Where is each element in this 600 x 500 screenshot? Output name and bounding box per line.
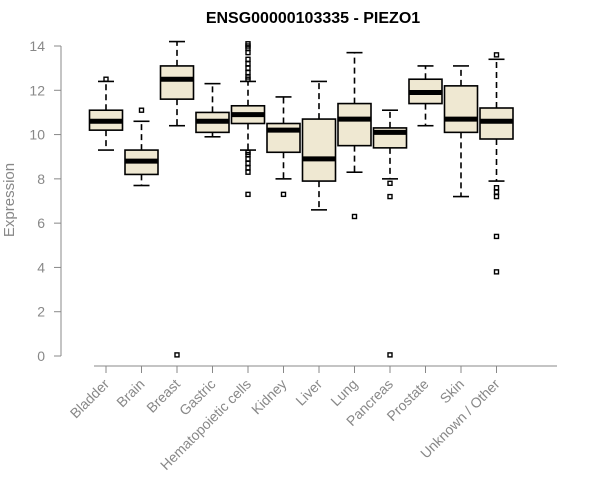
outlier-point [493, 233, 500, 240]
outlier-point [280, 191, 287, 198]
box-lung [337, 51, 372, 220]
outlier-point [245, 41, 251, 47]
x-tick-label: Kidney [248, 376, 290, 418]
box-breast [159, 40, 195, 358]
outlier-point [493, 189, 500, 195]
box-kidney [266, 96, 301, 198]
y-tick-label: 6 [37, 215, 45, 231]
outlier-point [493, 52, 500, 58]
outlier-point [245, 149, 251, 155]
box-prostate [408, 65, 443, 127]
outlier-point [245, 65, 251, 71]
iqr-box [301, 118, 337, 182]
y-tick-label: 14 [29, 38, 45, 54]
outlier-point [387, 180, 393, 186]
box-brain [124, 107, 159, 187]
x-tick-label: Bladder [67, 376, 113, 422]
outlier-point [245, 191, 251, 198]
y-tick-label: 8 [37, 171, 45, 187]
box-bladder [88, 76, 124, 151]
outlier-point [493, 269, 500, 275]
outlier-point [174, 352, 180, 358]
outlier-point [245, 169, 251, 175]
outlier-point [245, 165, 251, 171]
y-tick-label: 2 [37, 304, 45, 320]
box-unknown-other [479, 52, 514, 275]
outlier-point [245, 69, 251, 76]
box-gastric [195, 82, 230, 138]
box-pancreas [372, 109, 408, 358]
outlier-point [493, 185, 500, 191]
x-tick-label: Liver [292, 376, 325, 409]
outlier-point [387, 352, 393, 358]
box-skin [443, 65, 479, 198]
iqr-box [443, 85, 479, 134]
boxes [88, 40, 514, 358]
y-ticks: 0 2 4 6 8 10 12 14 [29, 38, 61, 364]
y-tick-label: 10 [29, 127, 45, 143]
outlier-point [245, 160, 251, 167]
outlier-point [387, 193, 393, 200]
outlier-point [245, 156, 251, 162]
outlier-point [245, 61, 251, 67]
iqr-box [337, 102, 372, 147]
box-hematopoietic-cells [230, 41, 266, 198]
box-liver [301, 80, 337, 211]
outlier-point [351, 213, 358, 220]
y-axis-label: Expression [1, 163, 18, 237]
y-tick-label: 4 [37, 259, 45, 275]
y-tick-label: 12 [29, 82, 45, 98]
outlier-point [103, 76, 109, 82]
x-tick-label: Skin [437, 376, 468, 407]
outlier-point [245, 56, 251, 62]
outlier-point [138, 107, 145, 113]
chart-title: ENSG00000103335 - PIEZO1 [206, 10, 420, 27]
outlier-point [493, 193, 500, 200]
iqr-box [159, 65, 195, 100]
outlier-point [245, 49, 251, 56]
y-tick-label: 0 [37, 348, 45, 364]
